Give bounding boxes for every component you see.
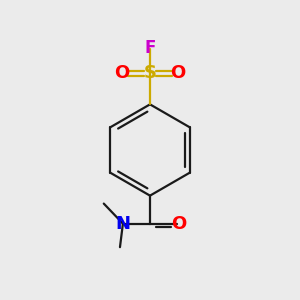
- Text: F: F: [144, 39, 156, 57]
- Text: S: S: [143, 64, 157, 82]
- Text: O: O: [170, 64, 186, 82]
- Text: N: N: [116, 214, 130, 232]
- Text: O: O: [114, 64, 130, 82]
- Text: O: O: [171, 214, 186, 232]
